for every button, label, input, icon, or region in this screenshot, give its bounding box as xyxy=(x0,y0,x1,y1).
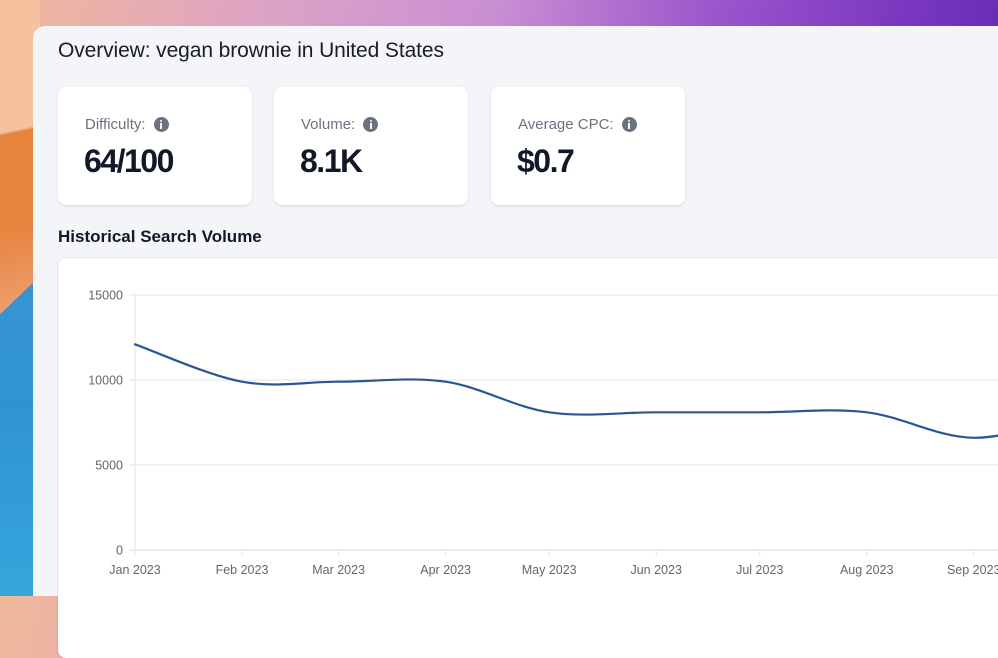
grid-layer xyxy=(129,294,998,551)
average-cpc-label-row: Average CPC: xyxy=(518,116,637,133)
average-cpc-value: $0.7 xyxy=(517,143,575,179)
x-tick-label: Feb 2023 xyxy=(216,563,269,577)
x-tick-label: Jan 2023 xyxy=(109,563,160,577)
difficulty-card: Difficulty: 64/100 xyxy=(58,87,252,205)
volume-label-row: Volume: xyxy=(301,116,379,133)
info-icon[interactable] xyxy=(621,117,637,132)
historical-search-volume-chart: 0 5000 10000 15000 Jan 2023 Feb 2023 Mar 2023… xyxy=(88,289,998,577)
y-tick-label: 10000 xyxy=(88,374,123,388)
y-tick-label: 0 xyxy=(116,544,123,558)
overview-panel: Overview: vegan brownie in United States… xyxy=(33,26,998,658)
x-tick-label: May 2023 xyxy=(522,563,577,577)
difficulty-label: Difficulty: xyxy=(85,116,146,133)
chart-card xyxy=(58,258,998,658)
y-axis: 0 5000 10000 15000 xyxy=(88,289,123,558)
x-tick-label: Jul 2023 xyxy=(736,563,783,577)
difficulty-value: 64/100 xyxy=(84,143,174,179)
info-icon[interactable] xyxy=(363,117,379,132)
x-tick-label: Apr 2023 xyxy=(420,563,471,577)
average-cpc-label: Average CPC: xyxy=(518,116,614,133)
x-axis: Jan 2023 Feb 2023 Mar 2023 Apr 2023 May 2023… xyxy=(109,550,998,577)
y-tick-label: 5000 xyxy=(95,459,123,473)
x-tick-label: Jun 2023 xyxy=(630,563,681,577)
series-line xyxy=(133,343,998,439)
section-title: Historical Search Volume xyxy=(58,227,262,246)
volume-label: Volume: xyxy=(301,116,356,133)
volume-value: 8.1K xyxy=(300,143,363,179)
difficulty-label-row: Difficulty: xyxy=(85,116,169,133)
volume-card: Volume: 8.1K xyxy=(274,87,468,205)
page-title: Overview: vegan brownie in United States xyxy=(58,39,444,62)
info-icon[interactable] xyxy=(153,117,169,132)
y-tick-label: 15000 xyxy=(88,289,123,303)
x-tick-label: Sep 2023 xyxy=(947,563,998,577)
average-cpc-card: Average CPC: $0.7 xyxy=(491,87,685,205)
x-tick-label: Mar 2023 xyxy=(312,563,365,577)
series-layer xyxy=(133,343,998,439)
x-tick-label: Aug 2023 xyxy=(840,563,894,577)
